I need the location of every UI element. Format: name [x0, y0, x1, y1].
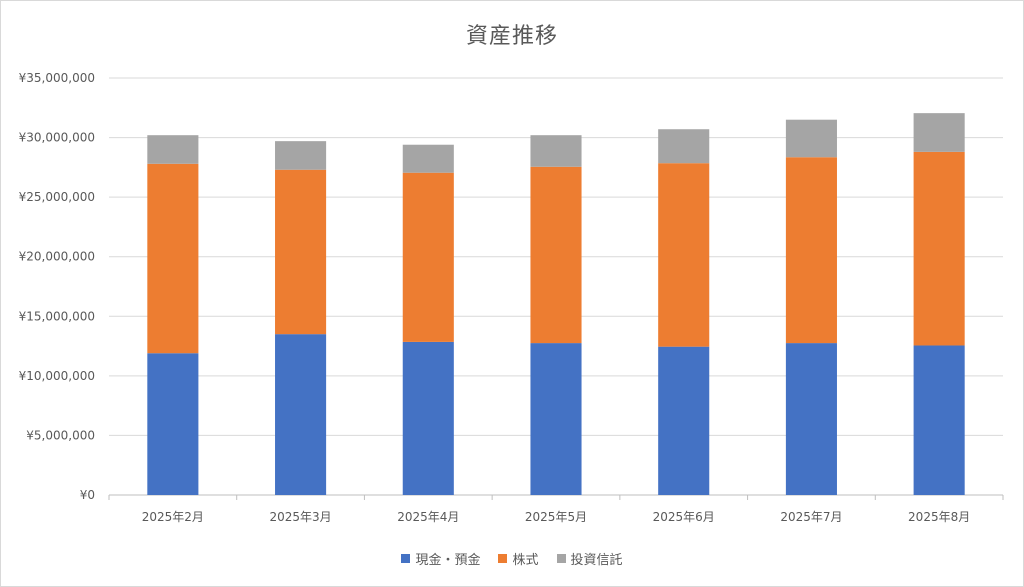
legend-label: 投資信託 — [570, 553, 623, 568]
bar-segment — [275, 334, 327, 495]
bar-segment — [913, 345, 965, 495]
x-tick-label: 2025年3月 — [269, 510, 331, 524]
bar-segment — [785, 157, 837, 344]
bar-segment — [658, 346, 710, 495]
bar-segment — [275, 169, 327, 335]
x-tick-label: 2025年2月 — [142, 510, 204, 524]
y-tick-label: ¥30,000,000 — [19, 131, 95, 145]
bar-segment — [275, 141, 327, 170]
x-tick-label: 2025年5月 — [525, 510, 587, 524]
legend-item: 投資信託 — [556, 549, 623, 568]
bar-segment — [402, 341, 454, 495]
bar-segment — [530, 135, 582, 167]
legend-label: 現金・預金 — [415, 553, 481, 568]
y-tick-label: ¥25,000,000 — [19, 190, 95, 204]
x-tick-label: 2025年4月 — [397, 510, 459, 524]
y-tick-label: ¥15,000,000 — [19, 309, 95, 323]
bar-segment — [147, 353, 199, 495]
bar-segment — [402, 172, 454, 342]
bar-segment — [658, 163, 710, 347]
y-tick-label: ¥35,000,000 — [19, 71, 95, 85]
bar-segment — [913, 113, 965, 152]
x-tick-label: 2025年6月 — [653, 510, 715, 524]
y-tick-label: ¥10,000,000 — [19, 369, 95, 383]
bar-segment — [913, 151, 965, 346]
chart-title: 資産推移 — [465, 24, 558, 49]
bar-segment — [785, 119, 837, 158]
bar-segment — [530, 166, 582, 344]
x-tick-label: 2025年7月 — [780, 510, 842, 524]
legend-swatch — [401, 554, 411, 563]
bar-segment — [147, 135, 199, 164]
chart-legend: 現金・預金 株式 投資信託 — [0, 549, 1024, 568]
bar-segment — [402, 144, 454, 173]
y-tick-label: ¥5,000,000 — [26, 428, 95, 442]
legend-item: 現金・預金 — [401, 549, 480, 568]
legend-swatch — [498, 554, 508, 563]
bar-segment — [785, 343, 837, 495]
bar-segment — [658, 129, 710, 164]
legend-item: 株式 — [498, 549, 539, 568]
legend-label: 株式 — [512, 553, 539, 568]
y-tick-label: ¥0 — [80, 488, 95, 502]
x-tick-label: 2025年8月 — [908, 510, 970, 524]
bar-segment — [147, 163, 199, 354]
y-tick-label: ¥20,000,000 — [19, 250, 95, 264]
legend-swatch — [556, 554, 566, 563]
bar-segment — [530, 343, 582, 495]
